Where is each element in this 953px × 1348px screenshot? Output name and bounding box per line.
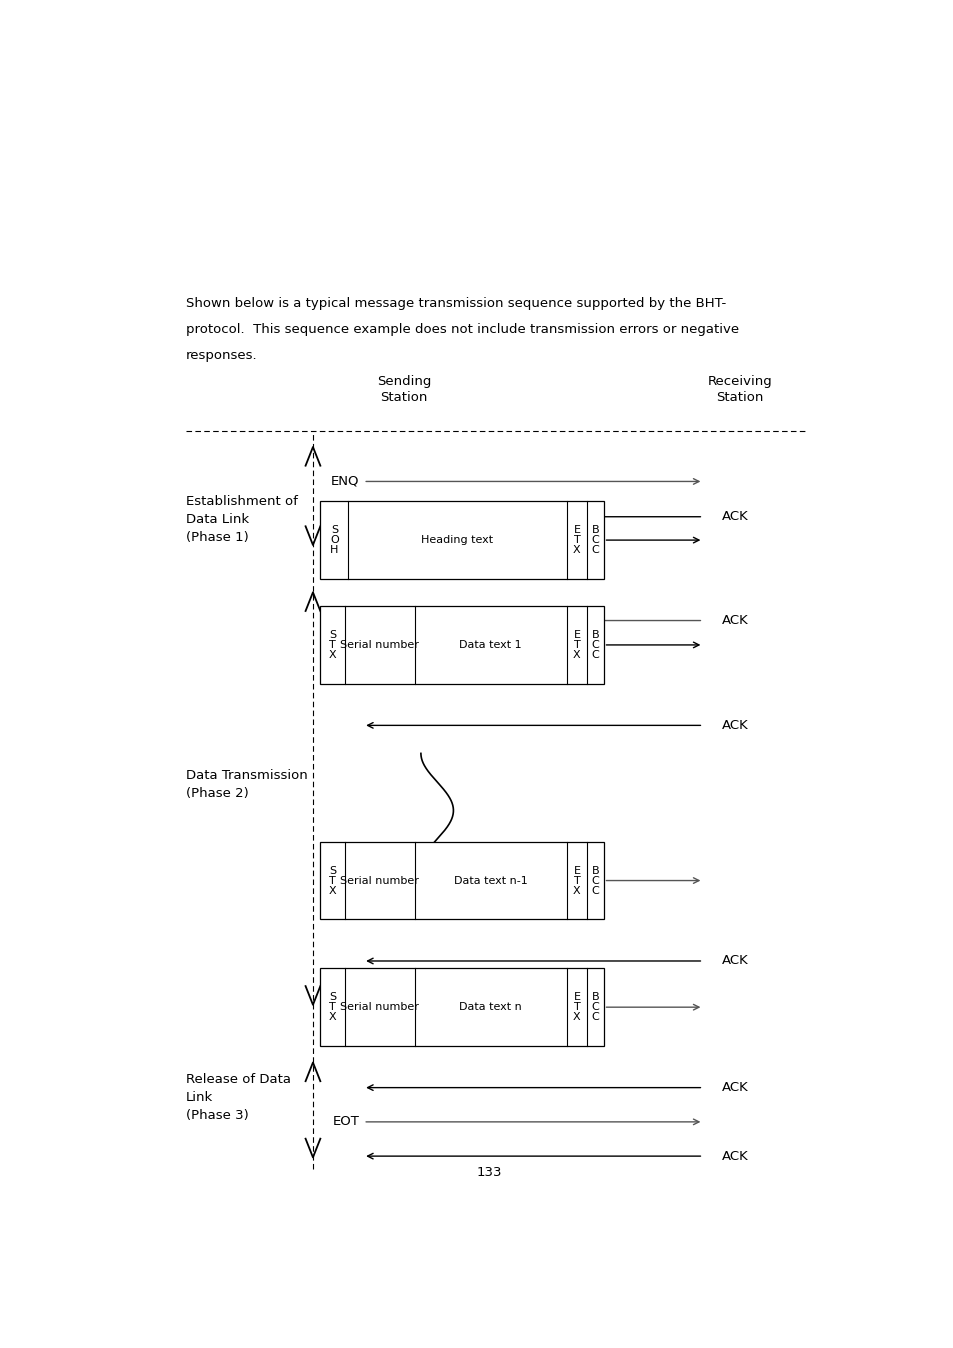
Text: Release of Data
Link
(Phase 3): Release of Data Link (Phase 3) xyxy=(186,1073,291,1123)
Text: ACK: ACK xyxy=(721,615,748,627)
Text: Shown below is a typical message transmission sequence supported by the BHT-: Shown below is a typical message transmi… xyxy=(186,297,725,310)
Text: ACK: ACK xyxy=(721,1150,748,1162)
Bar xyxy=(320,968,603,1046)
Text: ACK: ACK xyxy=(721,954,748,968)
Bar xyxy=(320,501,603,580)
Text: Serial number: Serial number xyxy=(340,640,419,650)
Text: ACK: ACK xyxy=(721,718,748,732)
Text: Data Transmission
(Phase 2): Data Transmission (Phase 2) xyxy=(186,770,307,799)
Text: Establishment of
Data Link
(Phase 1): Establishment of Data Link (Phase 1) xyxy=(186,495,297,545)
Text: B
C
C: B C C xyxy=(591,992,598,1022)
Text: Receiving
Station: Receiving Station xyxy=(707,375,772,403)
Text: S
O
H: S O H xyxy=(330,526,338,555)
Text: Heading text: Heading text xyxy=(421,535,493,545)
Text: E
T
X: E T X xyxy=(573,630,580,661)
Text: S
T
X: S T X xyxy=(329,865,336,895)
Text: Data text n: Data text n xyxy=(459,1002,521,1012)
Text: ACK: ACK xyxy=(721,511,748,523)
Text: Serial number: Serial number xyxy=(340,1002,419,1012)
Text: ACK: ACK xyxy=(721,1081,748,1095)
Text: EOT: EOT xyxy=(333,1115,359,1128)
Text: B
C
C: B C C xyxy=(591,630,598,661)
Text: B
C
C: B C C xyxy=(591,526,598,555)
Text: E
T
X: E T X xyxy=(573,992,580,1022)
Bar xyxy=(320,841,603,919)
Text: Data text 1: Data text 1 xyxy=(459,640,521,650)
Text: ENQ: ENQ xyxy=(331,474,359,488)
Text: 133: 133 xyxy=(476,1166,501,1180)
Text: S
T
X: S T X xyxy=(329,630,336,661)
Bar xyxy=(320,607,603,683)
Text: Sending
Station: Sending Station xyxy=(376,375,431,403)
Text: E
T
X: E T X xyxy=(573,865,580,895)
Text: S
T
X: S T X xyxy=(329,992,336,1022)
Text: Serial number: Serial number xyxy=(340,876,419,886)
Text: Data text n-1: Data text n-1 xyxy=(454,876,527,886)
Text: E
T
X: E T X xyxy=(573,526,580,555)
Text: protocol.  This sequence example does not include transmission errors or negativ: protocol. This sequence example does not… xyxy=(186,322,739,336)
Text: B
C
C: B C C xyxy=(591,865,598,895)
Text: responses.: responses. xyxy=(186,349,257,361)
